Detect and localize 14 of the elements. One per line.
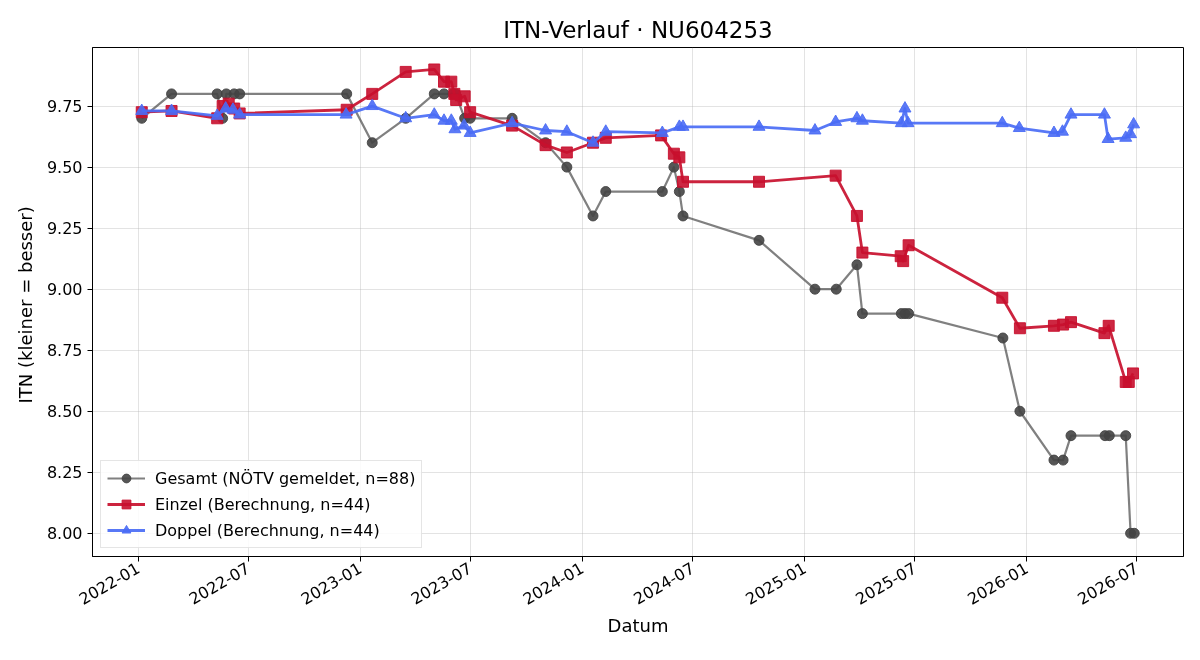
legend-label: Einzel (Berechnung, n=44): [155, 493, 371, 515]
y-tick-label: 9.75: [46, 97, 83, 117]
y-tick-label: 9.00: [46, 280, 83, 300]
chart-title: ITN-Verlauf · NU604253: [503, 16, 773, 43]
legend-label: Doppel (Berechnung, n=44): [155, 519, 380, 541]
y-tick-label: 9.50: [46, 158, 83, 178]
y-tick-label: 9.25: [46, 219, 83, 239]
y-axis-title: ITN (kleiner = besser): [14, 206, 36, 404]
y-tick-label: 8.00: [46, 524, 83, 544]
y-tick-label: 8.75: [46, 341, 83, 361]
y-tick-label: 8.25: [46, 463, 83, 483]
legend-label: Gesamt (NÖTV gemeldet, n=88): [155, 467, 416, 489]
x-axis-title: Datum: [607, 615, 669, 637]
y-tick-label: 8.50: [46, 402, 83, 422]
